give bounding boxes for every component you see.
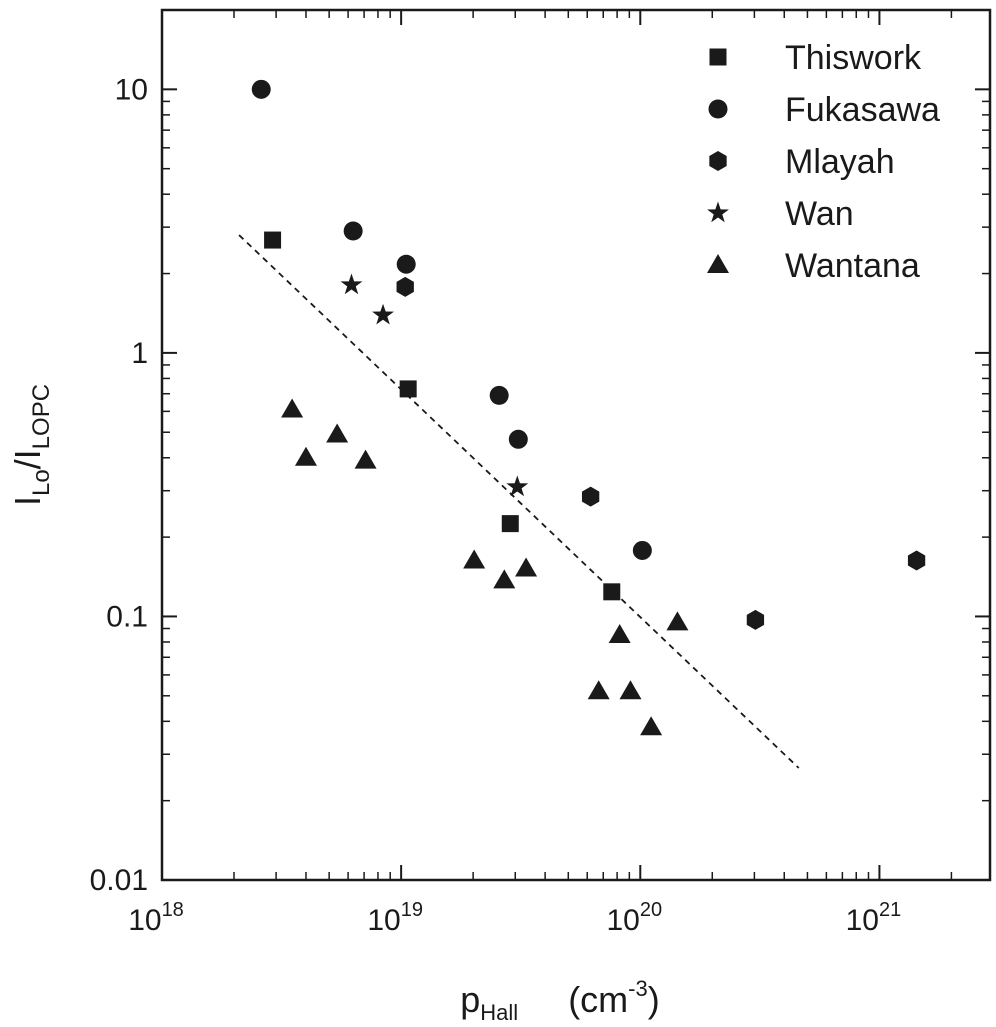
- y-axis-label-part: I: [7, 496, 48, 506]
- marker-star: [340, 273, 363, 295]
- x-tick-base: 10: [606, 904, 639, 937]
- x-axis-label-part: ): [648, 979, 660, 1020]
- y-axis-label-part: Lo: [28, 469, 55, 496]
- marker-triangle: [666, 611, 689, 631]
- y-axis-label: ILo/ILOPC: [7, 384, 55, 506]
- marker-hexagon: [396, 276, 414, 297]
- marker-triangle: [354, 449, 377, 469]
- marker-circle: [396, 254, 416, 274]
- marker-star: [506, 475, 529, 497]
- marker-circle: [489, 385, 509, 405]
- marker-triangle: [608, 624, 631, 644]
- marker-circle: [251, 79, 271, 99]
- y-tick-label: 10: [115, 73, 148, 106]
- legend-label: Thiswork: [785, 39, 922, 77]
- marker-triangle: [326, 423, 349, 443]
- x-tick-label: 1021: [846, 899, 902, 937]
- marker-hexagon: [907, 550, 926, 571]
- x-tick-base: 10: [128, 904, 161, 937]
- legend-marker: [707, 201, 729, 223]
- y-tick-label: 0.1: [106, 600, 148, 633]
- x-tick-label: 1019: [367, 899, 423, 937]
- x-axis-label: pHall (cm-3): [460, 976, 659, 1025]
- x-tick-exponent: 21: [879, 899, 901, 921]
- y-axis-label-part: LOPC: [28, 384, 55, 449]
- legend-marker: [709, 151, 727, 171]
- marker-triangle: [640, 716, 663, 736]
- legend-label: Mlayah: [785, 143, 895, 181]
- legend-label: Wantana: [785, 247, 920, 285]
- marker-triangle: [493, 569, 516, 589]
- marker-triangle: [463, 549, 486, 569]
- marker-square: [264, 231, 282, 249]
- fit-line: [238, 234, 800, 769]
- x-tick-base: 10: [846, 904, 879, 937]
- marker-square: [501, 515, 519, 533]
- marker-star: [372, 303, 394, 325]
- x-axis-label-part: (cm: [568, 979, 628, 1020]
- x-tick-base: 10: [367, 904, 400, 937]
- x-axis-label-part: Hall: [480, 1000, 518, 1025]
- marker-triangle: [294, 446, 317, 466]
- x-axis-label-part: -3: [628, 976, 648, 1001]
- marker-circle: [508, 429, 528, 449]
- marker-square: [399, 380, 417, 398]
- legend-label: Fukasawa: [785, 91, 940, 129]
- x-tick-label: 1018: [128, 899, 184, 937]
- marker-triangle: [587, 680, 610, 700]
- marker-triangle: [515, 557, 538, 577]
- x-tick-exponent: 19: [401, 899, 423, 921]
- legend-marker: [708, 99, 728, 119]
- legend-marker: [709, 48, 727, 66]
- x-tick-label: 1020: [606, 899, 662, 937]
- plot-frame: [160, 8, 992, 882]
- marker-triangle: [281, 398, 304, 418]
- legend-marker: [707, 254, 729, 273]
- x-axis-label-part: p: [460, 979, 480, 1020]
- marker-hexagon: [746, 609, 765, 630]
- marker-square: [603, 583, 621, 601]
- y-tick-label: 1: [131, 337, 148, 370]
- marker-hexagon: [581, 486, 600, 507]
- y-tick-label: 0.01: [90, 864, 148, 897]
- y-axis-label-part: /I: [7, 449, 48, 469]
- marker-circle: [632, 540, 652, 560]
- legend-label: Wan: [785, 195, 854, 233]
- marker-circle: [343, 221, 363, 241]
- x-tick-exponent: 18: [162, 899, 184, 921]
- x-tick-exponent: 20: [640, 899, 662, 921]
- marker-triangle: [619, 680, 642, 700]
